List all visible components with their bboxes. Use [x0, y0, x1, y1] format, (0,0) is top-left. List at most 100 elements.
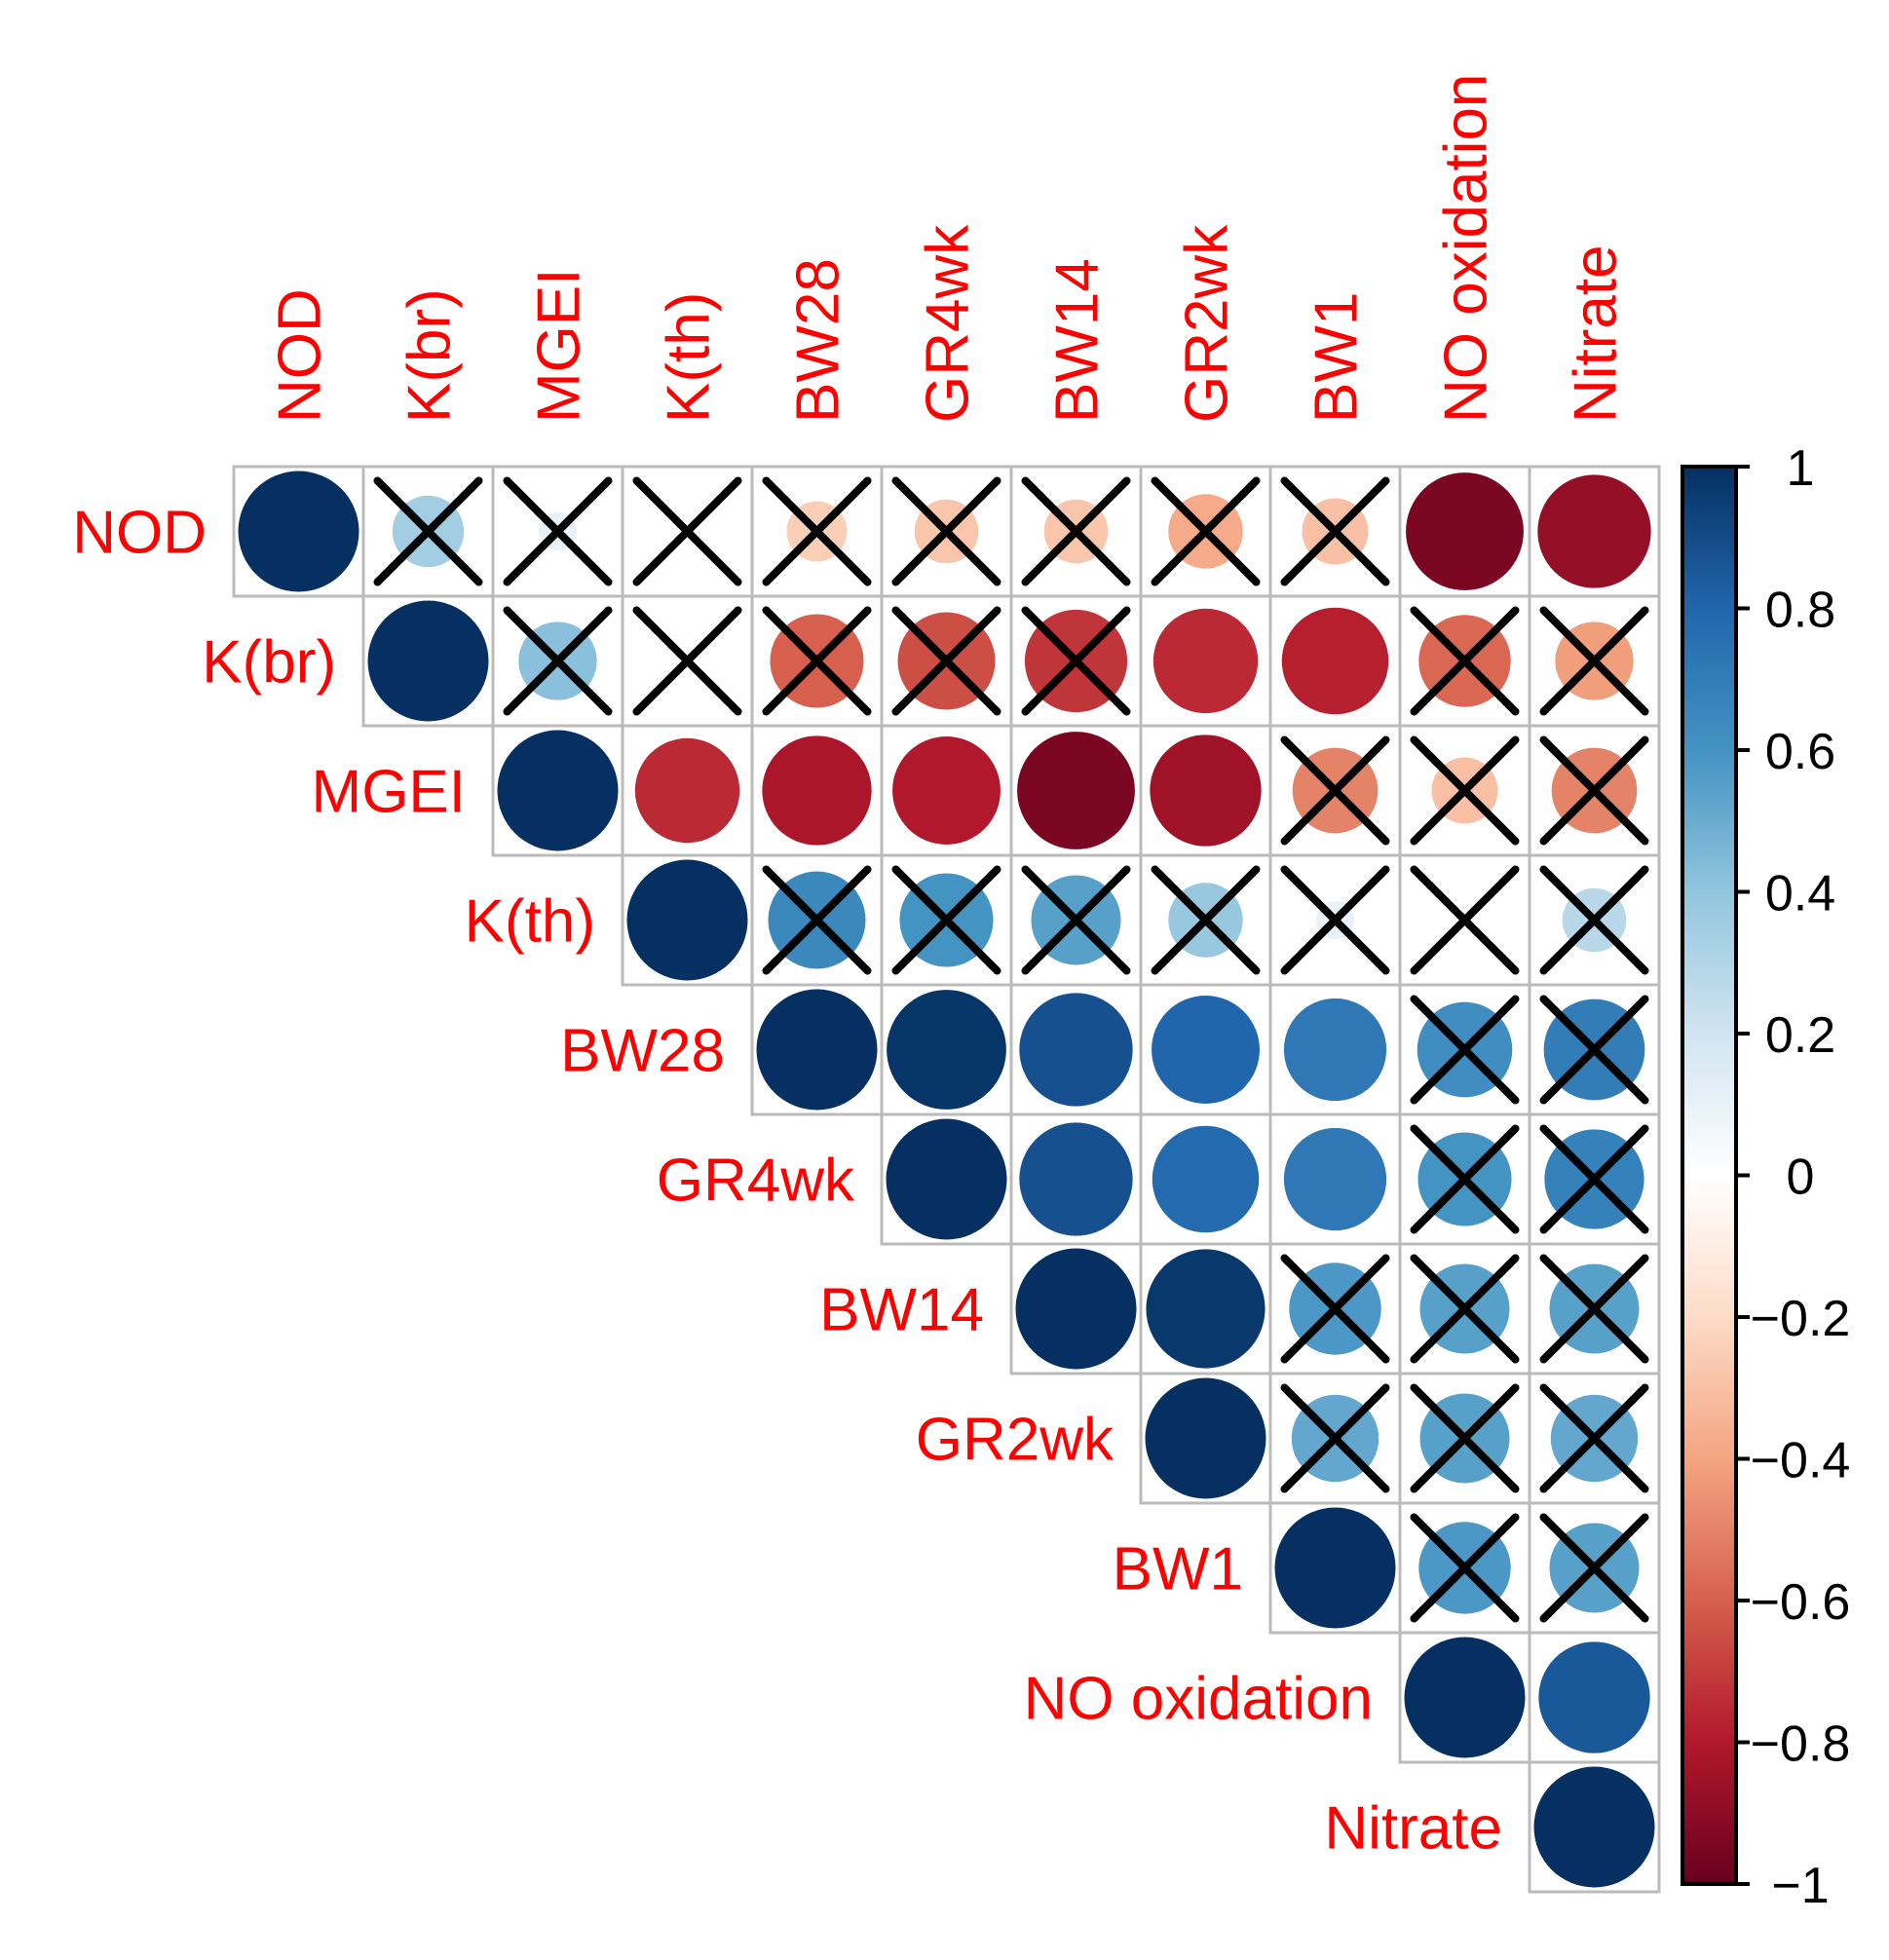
- row-label: MGEI: [312, 759, 466, 826]
- column-label: K(br): [397, 288, 464, 423]
- correlation-circle: [762, 735, 872, 846]
- insignificant-cross-mark: [1539, 1124, 1649, 1234]
- colorbar-tick-label: 0.6: [1765, 724, 1835, 780]
- row-label: GR4wk: [657, 1148, 855, 1215]
- insignificant-cross-mark: [1539, 606, 1649, 716]
- correlation-circle: [1152, 1125, 1260, 1233]
- correlation-circle: [1274, 1507, 1396, 1629]
- insignificant-cross-mark: [891, 865, 1001, 975]
- correlation-circle: [1152, 996, 1260, 1104]
- correlation-circle: [756, 989, 878, 1111]
- correlation-circle: [1283, 1127, 1387, 1231]
- insignificant-cross-mark: [632, 476, 742, 586]
- correlation-circle: [1146, 1249, 1266, 1369]
- colorbar-tick-label: −0.6: [1751, 1574, 1851, 1631]
- colorbar-gradient: [1681, 465, 1738, 1886]
- correlation-circle: [1537, 474, 1651, 588]
- insignificant-cross-mark: [1539, 735, 1649, 846]
- insignificant-cross-mark: [503, 476, 613, 586]
- row-label: BW14: [819, 1277, 984, 1344]
- correlation-circle: [1404, 1637, 1526, 1758]
- correlation-circle: [1152, 608, 1259, 714]
- colorbar-tick-label: 1: [1787, 440, 1815, 497]
- colorbar-tick-label: −0.8: [1751, 1716, 1851, 1773]
- row-label: BW28: [560, 1018, 725, 1085]
- correlation-circle: [1533, 1766, 1655, 1888]
- insignificant-cross-mark: [373, 476, 483, 586]
- insignificant-cross-mark: [503, 606, 613, 716]
- correlation-circle: [892, 736, 1001, 845]
- row-label: NOD: [72, 500, 207, 567]
- insignificant-cross-mark: [762, 865, 872, 975]
- colorbar-tick-label: 0: [1787, 1150, 1815, 1206]
- correlation-circle: [1150, 735, 1262, 847]
- correlation-circle: [1538, 1641, 1650, 1753]
- insignificant-cross-mark: [1280, 735, 1390, 846]
- correlation-circle: [1019, 1122, 1133, 1236]
- colorbar: 1 0.8 0.6 0.4 0.2 0 −0.2 −0.4 −0.6 −0.8 −1: [1681, 440, 1851, 1914]
- correlation-circle: [367, 600, 489, 722]
- correlation-circle: [497, 730, 619, 851]
- colorbar-tick-label: −1: [1771, 1858, 1829, 1914]
- insignificant-cross-mark: [1410, 995, 1520, 1105]
- row-label: NO oxidation: [1024, 1666, 1373, 1733]
- insignificant-cross-mark: [1021, 476, 1131, 586]
- column-label: GR2wk: [1174, 224, 1241, 423]
- column-label: MGEI: [526, 269, 593, 423]
- insignificant-cross-mark: [1539, 1513, 1649, 1623]
- insignificant-cross-mark: [1410, 865, 1520, 975]
- correlation-circle: [1015, 1248, 1137, 1370]
- insignificant-cross-mark: [1539, 995, 1649, 1105]
- colorbar-tick-label: 0.4: [1765, 866, 1835, 923]
- column-label: Nitrate: [1563, 245, 1630, 423]
- column-label: BW1: [1303, 292, 1371, 423]
- correlation-circle: [887, 990, 1006, 1110]
- insignificant-cross-mark: [1410, 735, 1520, 846]
- insignificant-cross-mark: [1151, 476, 1261, 586]
- insignificant-cross-mark: [1410, 1383, 1520, 1493]
- insignificant-cross-mark: [1410, 606, 1520, 716]
- column-label: NO oxidation: [1433, 74, 1500, 423]
- colorbar-tick-label: −0.4: [1751, 1433, 1851, 1489]
- insignificant-cross-mark: [1151, 865, 1261, 975]
- column-label: GR4wk: [915, 224, 982, 423]
- correlation-circle: [1281, 607, 1389, 715]
- colorbar-tick-label: 0.8: [1765, 583, 1835, 639]
- insignificant-cross-mark: [1280, 476, 1390, 586]
- insignificant-cross-mark: [1539, 865, 1649, 975]
- insignificant-cross-mark: [1410, 1254, 1520, 1364]
- insignificant-cross-mark: [1410, 1513, 1520, 1623]
- matrix-cells: [238, 471, 1655, 1888]
- colorbar-tick-label: −0.2: [1751, 1291, 1851, 1347]
- insignificant-cross-mark: [1021, 606, 1131, 716]
- insignificant-cross-mark: [1021, 865, 1131, 975]
- insignificant-cross-mark: [632, 606, 742, 716]
- variable-labels: NOD K(br) MGEI K(th) BW28 GR4wk BW14 GR2wk BW1 NO…: [72, 74, 1629, 1863]
- row-label: K(br): [202, 629, 336, 697]
- insignificant-cross-mark: [1280, 1383, 1390, 1493]
- correlation-circle: [634, 737, 740, 844]
- column-label: NOD: [267, 288, 334, 423]
- column-label: BW28: [785, 258, 852, 423]
- insignificant-cross-mark: [1410, 1124, 1520, 1234]
- insignificant-cross-mark: [762, 476, 872, 586]
- correlation-circle: [886, 1118, 1007, 1240]
- insignificant-cross-mark: [1539, 1254, 1649, 1364]
- column-label: K(th): [656, 292, 723, 423]
- column-label: BW14: [1044, 258, 1112, 423]
- insignificant-cross-mark: [1280, 865, 1390, 975]
- correlation-circle: [1019, 993, 1133, 1107]
- correlation-circle: [1283, 998, 1387, 1102]
- row-label: GR2wk: [916, 1407, 1115, 1474]
- insignificant-cross-mark: [1539, 1383, 1649, 1493]
- correlation-circle: [1145, 1377, 1266, 1499]
- correlation-circle: [1406, 472, 1524, 590]
- correlation-circle: [1017, 732, 1135, 849]
- row-label: BW1: [1113, 1536, 1243, 1603]
- insignificant-cross-mark: [1280, 1254, 1390, 1364]
- insignificant-cross-mark: [891, 476, 1001, 586]
- row-label: Nitrate: [1324, 1795, 1502, 1863]
- colorbar-tick-label: 0.2: [1765, 1007, 1835, 1064]
- row-label: K(th): [465, 888, 595, 956]
